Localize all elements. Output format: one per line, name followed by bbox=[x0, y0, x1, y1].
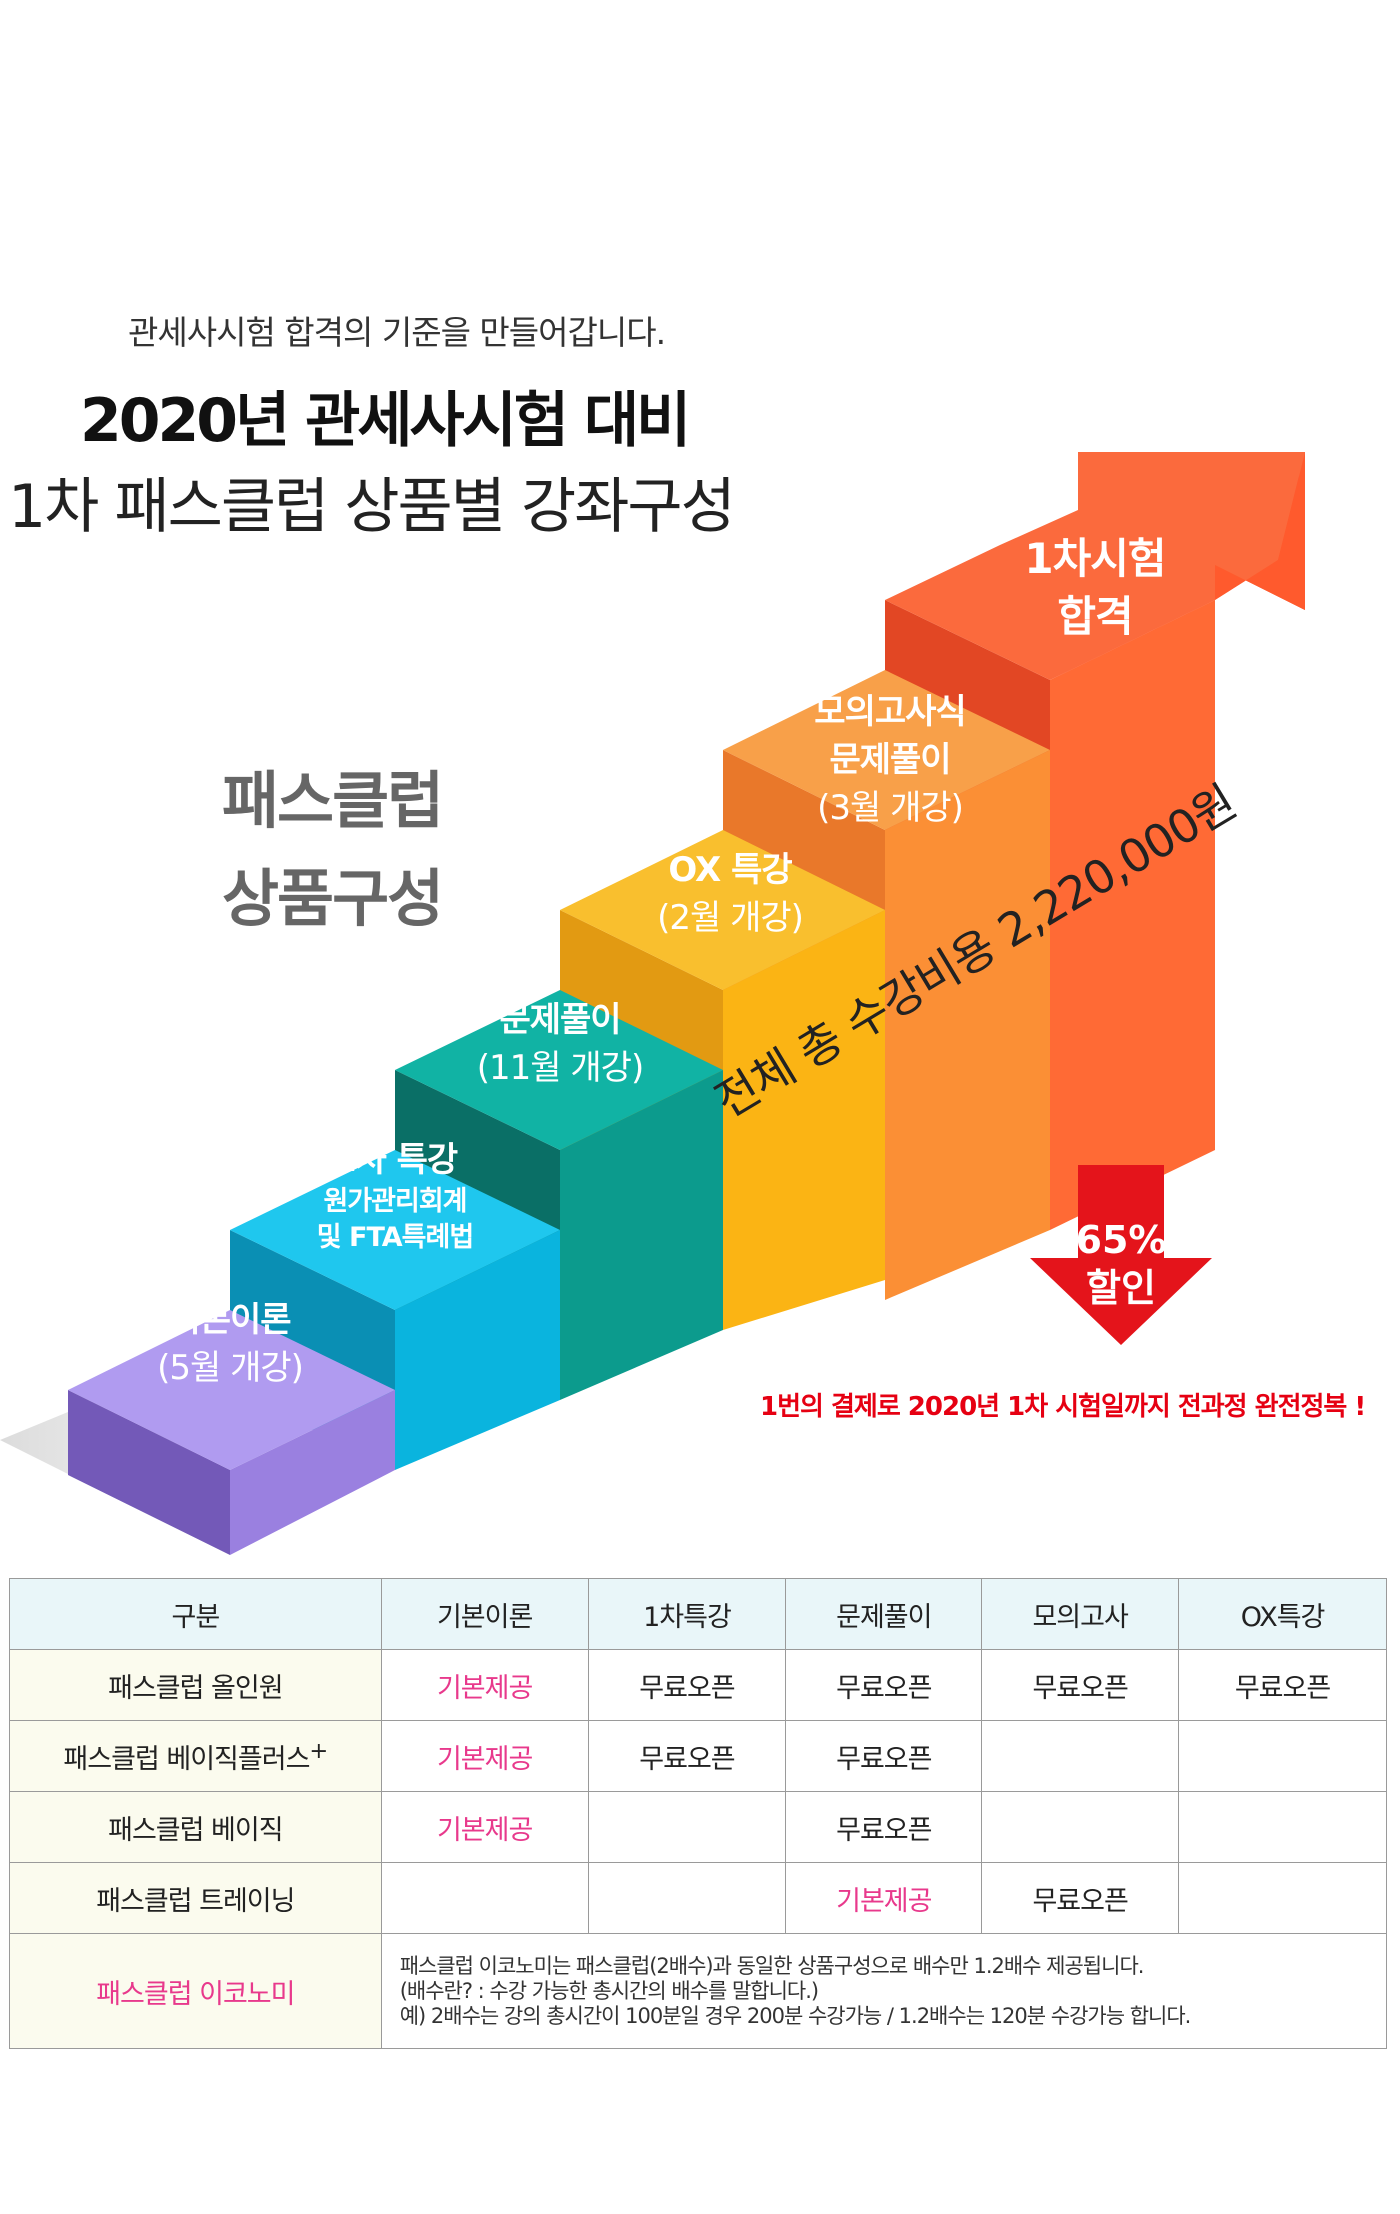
stairs-graphic bbox=[0, 452, 1305, 1555]
package-heading-line2: 상품구성 bbox=[222, 862, 444, 935]
step-6-label: 1차시험 합격 bbox=[990, 530, 1200, 646]
table-cell: 무료오픈 bbox=[587, 1649, 787, 1721]
step-4-label: OX 특강 (2월 개강) bbox=[630, 846, 830, 942]
table-cell: 무료오픈 bbox=[785, 1791, 983, 1863]
economy-note: 패스클럽 이코노미는 패스클럽(2배수)과 동일한 상품구성으로 배수만 1.2… bbox=[380, 1933, 1388, 2049]
table-cell bbox=[587, 1791, 787, 1863]
table-cell bbox=[981, 1791, 1180, 1863]
page-subtitle: 관세사시험 합격의 기준을 만들어갑니다. bbox=[128, 313, 666, 352]
table-cell: 기본제공 bbox=[380, 1720, 589, 1792]
table-cell bbox=[1178, 1862, 1387, 1934]
step-2-sub2: 및 FTA특례법 bbox=[316, 1222, 474, 1253]
table-cell bbox=[1178, 1791, 1387, 1863]
step-3-label: 문제풀이 (11월 개강) bbox=[460, 996, 660, 1092]
step-1-block bbox=[68, 1310, 395, 1555]
header-cell: 구분 bbox=[9, 1578, 382, 1650]
table-cell bbox=[981, 1720, 1180, 1792]
row-label: 패스클럽 베이직 bbox=[9, 1791, 382, 1863]
table-row: 패스클럽 베이직 기본제공 무료오픈 bbox=[9, 1791, 1387, 1863]
table-row: 패스클럽 베이직플러스+ 기본제공 무료오픈 무료오픈 bbox=[9, 1720, 1387, 1792]
discount-percent: 65% bbox=[1075, 1218, 1167, 1262]
payment-notice: 1번의 결제로 2020년 1차 시험일까지 전과정 완전정복 ! bbox=[760, 1392, 1366, 1422]
step-5-name2: 문제풀이 bbox=[829, 740, 951, 780]
table-cell bbox=[1178, 1720, 1387, 1792]
table-cell: 무료오픈 bbox=[785, 1649, 983, 1721]
row-label: 패스클럽 올인원 bbox=[9, 1649, 382, 1721]
step-5-sub: (3월 개강) bbox=[817, 788, 964, 828]
package-heading: 패스클럽 상품구성 bbox=[222, 752, 444, 948]
table-cell: 무료오픈 bbox=[1178, 1649, 1387, 1721]
header-cell: 문제풀이 bbox=[785, 1578, 983, 1650]
step-2-name: 1차 특강 bbox=[332, 1140, 458, 1180]
table-cell: 무료오픈 bbox=[981, 1862, 1180, 1934]
step-4-sub: (2월 개강) bbox=[657, 898, 804, 938]
step-3-name: 문제풀이 bbox=[499, 1000, 621, 1040]
table-row: 패스클럽 트레이닝 기본제공 무료오픈 bbox=[9, 1862, 1387, 1934]
table-cell: 기본제공 bbox=[380, 1649, 589, 1721]
header-cell: 1차특강 bbox=[587, 1578, 787, 1650]
page-title: 2020년 관세사시험 대비 bbox=[80, 386, 691, 456]
step-5-name1: 모의고사식 bbox=[814, 692, 966, 732]
table-header-row: 구분 기본이론 1차특강 문제풀이 모의고사 OX특강 bbox=[9, 1578, 1387, 1650]
step-4-name: OX 특강 bbox=[668, 850, 792, 890]
step-3-sub: (11월 개강) bbox=[476, 1048, 644, 1088]
header-cell: 기본이론 bbox=[380, 1578, 589, 1650]
header-cell: OX특강 bbox=[1178, 1578, 1387, 1650]
table-cell bbox=[380, 1862, 589, 1934]
discount-arrow bbox=[1030, 1165, 1212, 1345]
product-table: 구분 기본이론 1차특강 문제풀이 모의고사 OX특강 패스클럽 올인원 기본제… bbox=[9, 1578, 1388, 2049]
step-1-name: 기본이론 bbox=[169, 1300, 291, 1340]
row-label: 패스클럽 이코노미 bbox=[9, 1933, 382, 2049]
table-row: 패스클럽 올인원 기본제공 무료오픈 무료오픈 무료오픈 무료오픈 bbox=[9, 1649, 1387, 1721]
table-cell: 무료오픈 bbox=[785, 1720, 983, 1792]
economy-note-line1: 패스클럽 이코노미는 패스클럽(2배수)과 동일한 상품구성으로 배수만 1.2… bbox=[399, 1953, 1145, 1978]
package-heading-line1: 패스클럽 bbox=[222, 764, 444, 837]
step-2-sub1: 원가관리회계 bbox=[323, 1186, 467, 1217]
economy-note-line3: 예) 2배수는 강의 총시간이 100분일 경우 200분 수강가능 / 1.2… bbox=[399, 2003, 1192, 2028]
table-cell: 무료오픈 bbox=[981, 1649, 1180, 1721]
page-title-line2: 1차 패스클럽 상품별 강좌구성 bbox=[8, 472, 736, 542]
step-5-label: 모의고사식 문제풀이 (3월 개강) bbox=[790, 688, 990, 832]
step-6-name2: 합격 bbox=[1057, 592, 1133, 641]
table-cell: 기본제공 bbox=[380, 1791, 589, 1863]
step-1-sub: (5월 개강) bbox=[157, 1348, 304, 1388]
row-label-superscript: + bbox=[309, 1737, 328, 1764]
row-label: 패스클럽 트레이닝 bbox=[9, 1862, 382, 1934]
table-cell: 무료오픈 bbox=[587, 1720, 787, 1792]
discount-word: 할인 bbox=[1086, 1266, 1156, 1310]
row-label-text: 패스클럽 베이직플러스 bbox=[63, 1743, 310, 1775]
economy-note-line2: (배수란? : 수강 가능한 총시간의 배수를 말합니다.) bbox=[399, 1978, 819, 2003]
step-2-label: 1차 특강 원가관리회계 및 FTA특례법 bbox=[290, 1136, 500, 1256]
table-cell bbox=[587, 1862, 787, 1934]
step-6-name1: 1차시험 bbox=[1024, 534, 1166, 583]
header-cell: 모의고사 bbox=[981, 1578, 1180, 1650]
table-cell: 기본제공 bbox=[785, 1862, 983, 1934]
table-row-economy: 패스클럽 이코노미 패스클럽 이코노미는 패스클럽(2배수)과 동일한 상품구성… bbox=[9, 1933, 1388, 2049]
discount-badge: 65% 할인 bbox=[1028, 1216, 1214, 1312]
step-1-label: 기본이론 (5월 개강) bbox=[140, 1296, 320, 1392]
row-label: 패스클럽 베이직플러스+ bbox=[9, 1720, 382, 1792]
